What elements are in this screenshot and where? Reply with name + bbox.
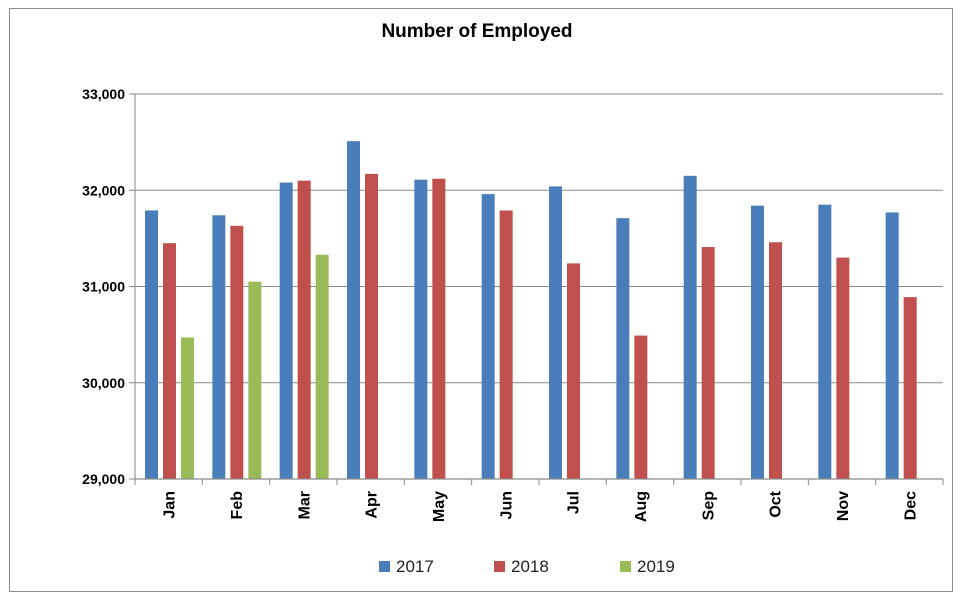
legend-swatch-2017 bbox=[379, 561, 390, 572]
bar-2017-nov bbox=[818, 204, 832, 479]
x-tick-label: Jun bbox=[498, 491, 515, 519]
bar-2018-sep bbox=[701, 247, 715, 479]
legend-swatch-2018 bbox=[494, 561, 505, 572]
x-tick-label: Mar bbox=[296, 491, 313, 519]
x-tick-labels: Jan Feb Mar Apr May Jun Jul Aug Sep Oct Nov Dec bbox=[162, 490, 920, 522]
legend: 2017 2018 2019 bbox=[379, 557, 675, 576]
bar-2017-feb bbox=[212, 215, 226, 479]
bar-2017-jan bbox=[145, 210, 158, 479]
x-tick-label: Dec bbox=[902, 491, 919, 520]
bar-2017-oct bbox=[751, 205, 764, 479]
x-tick-label: Aug bbox=[633, 491, 650, 522]
chart-title: Number of Employed bbox=[381, 21, 572, 42]
bar-2018-nov bbox=[836, 257, 850, 479]
bar-2017-sep bbox=[683, 175, 697, 479]
y-tick-labels: 29,000 30,000 31,000 32,000 33,000 bbox=[82, 86, 125, 487]
y-tick-label: 31,000 bbox=[82, 279, 125, 295]
x-tick-label: May bbox=[431, 491, 448, 522]
x-tick-label: Apr bbox=[364, 491, 381, 519]
y-tick-label: 29,000 bbox=[82, 471, 125, 487]
bar-2018-dec bbox=[903, 297, 917, 479]
bar-2019-jan bbox=[181, 337, 194, 479]
legend-label-2018: 2018 bbox=[511, 557, 549, 576]
y-tick-label: 33,000 bbox=[82, 86, 125, 102]
bar-2018-mar bbox=[297, 180, 311, 479]
bar-2017-may bbox=[414, 179, 428, 479]
bar-2018-may bbox=[432, 178, 446, 479]
bar-2018-jul bbox=[567, 263, 580, 479]
x-tick-label: Nov bbox=[835, 491, 852, 521]
bar-2017-aug bbox=[616, 218, 630, 479]
bar-2017-apr bbox=[347, 141, 360, 479]
bar-2017-dec bbox=[885, 212, 899, 479]
x-tick-label: Jan bbox=[162, 491, 179, 519]
x-tick-label: Jul bbox=[566, 491, 583, 514]
legend-swatch-2019 bbox=[620, 561, 631, 572]
bar-2018-oct bbox=[769, 242, 782, 479]
y-tick-label: 30,000 bbox=[82, 375, 125, 391]
x-tick-label: Sep bbox=[700, 491, 717, 521]
legend-label-2019: 2019 bbox=[637, 557, 675, 576]
bar-2019-mar bbox=[315, 254, 329, 479]
x-tick-label: Feb bbox=[229, 491, 246, 520]
bar-2018-aug bbox=[634, 335, 648, 479]
bar-2018-apr bbox=[365, 173, 378, 479]
axes bbox=[129, 93, 944, 485]
x-tick-label: Oct bbox=[768, 490, 785, 517]
bar-2019-feb bbox=[248, 281, 262, 479]
bar-2017-jun bbox=[481, 194, 495, 479]
legend-label-2017: 2017 bbox=[396, 557, 434, 576]
y-tick-label: 32,000 bbox=[82, 182, 125, 198]
bar-2018-jan bbox=[163, 243, 176, 479]
bars bbox=[145, 141, 917, 480]
bar-2018-feb bbox=[230, 225, 244, 479]
bar-2017-mar bbox=[279, 182, 293, 480]
bar-2017-jul bbox=[549, 186, 562, 479]
bar-2018-jun bbox=[499, 210, 513, 479]
